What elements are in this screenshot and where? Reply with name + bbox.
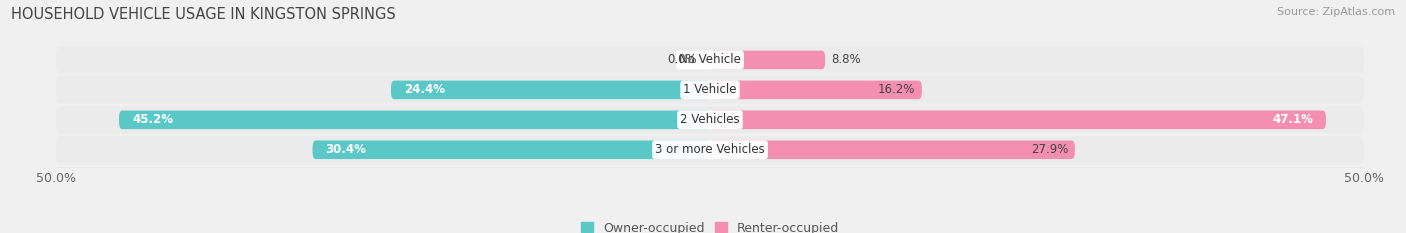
- Text: HOUSEHOLD VEHICLE USAGE IN KINGSTON SPRINGS: HOUSEHOLD VEHICLE USAGE IN KINGSTON SPRI…: [11, 7, 396, 22]
- Text: Source: ZipAtlas.com: Source: ZipAtlas.com: [1277, 7, 1395, 17]
- FancyBboxPatch shape: [56, 46, 1364, 73]
- Text: 3 or more Vehicles: 3 or more Vehicles: [655, 143, 765, 156]
- Text: 16.2%: 16.2%: [877, 83, 915, 96]
- FancyBboxPatch shape: [710, 140, 1074, 159]
- Text: 8.8%: 8.8%: [831, 53, 862, 66]
- FancyBboxPatch shape: [710, 51, 825, 69]
- Text: 2 Vehicles: 2 Vehicles: [681, 113, 740, 126]
- Text: No Vehicle: No Vehicle: [679, 53, 741, 66]
- FancyBboxPatch shape: [710, 110, 1326, 129]
- FancyBboxPatch shape: [312, 140, 710, 159]
- FancyBboxPatch shape: [710, 81, 922, 99]
- FancyBboxPatch shape: [56, 136, 1364, 163]
- Text: 1 Vehicle: 1 Vehicle: [683, 83, 737, 96]
- FancyBboxPatch shape: [56, 76, 1364, 103]
- Legend: Owner-occupied, Renter-occupied: Owner-occupied, Renter-occupied: [575, 216, 845, 233]
- Text: 30.4%: 30.4%: [326, 143, 367, 156]
- Text: 27.9%: 27.9%: [1031, 143, 1069, 156]
- Text: 0.0%: 0.0%: [668, 53, 697, 66]
- FancyBboxPatch shape: [56, 106, 1364, 133]
- FancyBboxPatch shape: [120, 110, 710, 129]
- Text: 47.1%: 47.1%: [1272, 113, 1313, 126]
- FancyBboxPatch shape: [391, 81, 710, 99]
- Text: 45.2%: 45.2%: [132, 113, 173, 126]
- Text: 24.4%: 24.4%: [404, 83, 446, 96]
